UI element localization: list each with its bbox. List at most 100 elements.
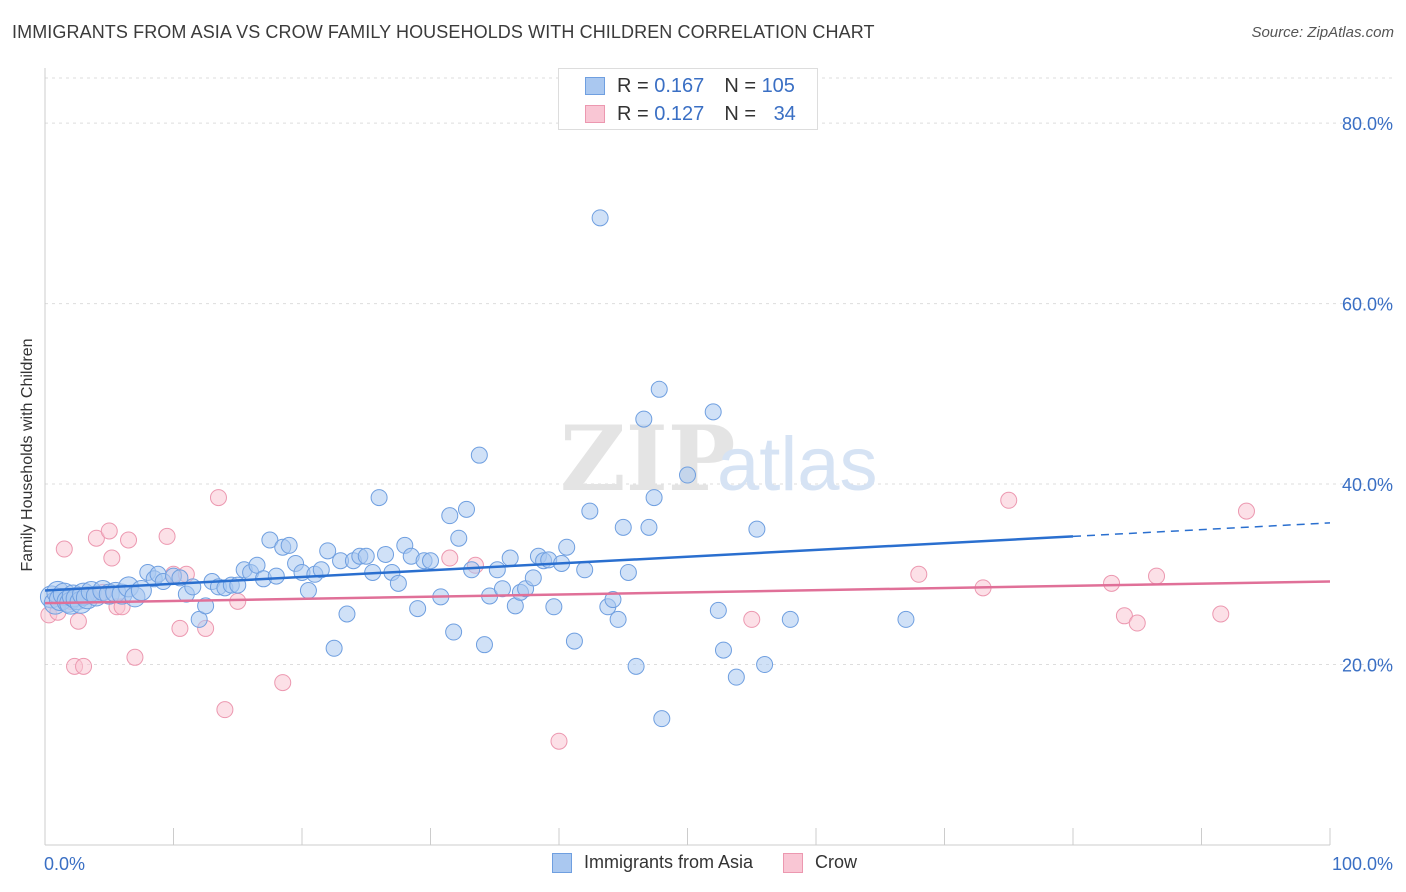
asia-point	[457, 500, 475, 518]
asia-point	[325, 639, 343, 657]
legend-r-value: 0.167	[654, 74, 705, 97]
asia-point	[422, 552, 439, 570]
asia-point	[389, 574, 407, 592]
crow-point	[1237, 502, 1255, 520]
crow-point	[1115, 607, 1133, 625]
legend-r-label: R =	[617, 74, 655, 97]
legend-row-crow: R = 0.127 N = 34	[585, 101, 796, 127]
asia-point	[441, 507, 459, 525]
asia-point	[545, 598, 563, 616]
crow-point	[171, 619, 189, 637]
y-tick-label: 40.0%	[1342, 475, 1393, 495]
series-swatch-crow	[783, 852, 804, 873]
crow-point	[1212, 605, 1230, 623]
y-tick-label: 80.0%	[1342, 114, 1393, 134]
asia-point	[591, 209, 609, 227]
series-label-crow: Crow	[815, 852, 858, 872]
series-label-asia: Immigrants from Asia	[584, 852, 754, 872]
crow-point	[1103, 574, 1121, 592]
series-legend-asia[interactable]: Immigrants from Asia	[552, 852, 753, 873]
asia-point	[565, 632, 583, 650]
asia-point	[653, 710, 671, 728]
asia-point	[450, 529, 468, 547]
series-legend-crow[interactable]: Crow	[783, 852, 857, 873]
source-label: Source: ZipAtlas.com	[1251, 24, 1394, 41]
asia-point	[576, 561, 594, 579]
crow-point	[100, 522, 118, 540]
asia-point	[609, 610, 627, 628]
asia-point	[714, 641, 732, 659]
crow-point	[1000, 491, 1018, 509]
asia-point	[261, 531, 279, 549]
x-tick-label-max: 100.0%	[1332, 854, 1393, 874]
axes	[44, 68, 1331, 846]
asia-point	[781, 610, 799, 628]
asia-point	[299, 582, 317, 600]
legend-swatch-crow	[585, 105, 605, 123]
crow-point	[55, 540, 73, 558]
asia-point	[267, 567, 285, 585]
crow-point	[103, 549, 121, 567]
x-tick-label-min: 0.0%	[44, 854, 85, 874]
crow-point	[441, 549, 459, 567]
series-swatch-asia	[552, 852, 572, 873]
crow-point	[69, 612, 87, 630]
asia-point	[501, 549, 519, 567]
asia-point	[463, 561, 481, 579]
tick-labels: 20.0% 40.0% 60.0% 80.0% 0.0% 100.0%	[44, 114, 1393, 874]
crow-point	[274, 674, 292, 692]
asia-point	[370, 489, 388, 507]
asia-point	[897, 610, 915, 628]
crow-point	[158, 527, 176, 545]
asia-point	[475, 636, 493, 654]
asia-point	[338, 605, 356, 623]
asia-point	[558, 538, 576, 556]
legend-r-value: 0.127	[654, 102, 705, 125]
legend-n-label: N =	[724, 102, 762, 125]
crow-point	[229, 592, 247, 610]
crow-point	[910, 565, 928, 583]
asia-point	[524, 569, 542, 587]
crow-trend-line	[44, 580, 1331, 605]
crow-point	[1148, 567, 1166, 585]
crow-point	[550, 732, 568, 750]
legend-n-label: N =	[724, 74, 762, 97]
asia-point	[493, 580, 511, 598]
asia-point	[280, 536, 298, 554]
asia-point	[604, 591, 622, 609]
crow-point	[126, 648, 144, 666]
legend-swatch-asia	[585, 77, 605, 95]
asia-point	[679, 466, 696, 484]
asia-point	[756, 656, 774, 674]
chart-title: IMMIGRANTS FROM ASIA VS CROW FAMILY HOUS…	[12, 22, 875, 42]
asia-point	[197, 597, 215, 615]
asia-point	[614, 518, 632, 536]
asia-point	[445, 623, 463, 641]
asia-point	[357, 547, 375, 565]
asia-point	[377, 545, 395, 563]
correlation-legend: R = 0.167 N = 105 R = 0.127 N = 34	[558, 68, 818, 130]
asia-point	[488, 561, 506, 579]
asia-point	[709, 601, 727, 619]
asia-point	[312, 561, 330, 579]
y-tick-label: 60.0%	[1342, 295, 1393, 315]
legend-row-asia: R = 0.167 N = 105	[585, 73, 795, 99]
asia-point	[640, 518, 658, 536]
asia-trend-extension	[1072, 522, 1331, 538]
crow-point	[120, 531, 138, 549]
legend-n-value: 105	[761, 74, 795, 97]
asia-point	[727, 668, 745, 686]
watermark-atlas: atlas	[717, 422, 878, 507]
asia-point	[171, 569, 189, 587]
series-legend: Immigrants from Asia Crow	[552, 852, 887, 873]
y-tick-label: 20.0%	[1342, 656, 1393, 676]
crow-point	[216, 701, 234, 719]
asia-point	[650, 380, 668, 398]
crow-point	[209, 489, 227, 507]
trend-lines	[44, 522, 1331, 605]
asia-point	[409, 600, 427, 618]
asia-point	[470, 446, 488, 464]
crow-point	[1128, 614, 1146, 632]
asia-point	[635, 410, 653, 428]
asia-point	[619, 563, 637, 581]
